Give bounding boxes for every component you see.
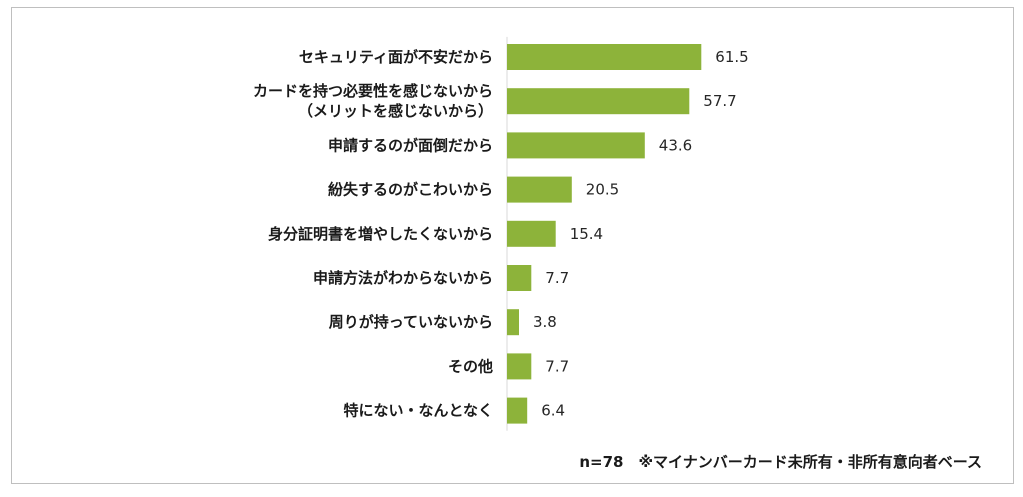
bar (507, 132, 645, 159)
bar (507, 88, 690, 115)
bar (507, 176, 572, 203)
bar (507, 44, 702, 70)
bar-value-label: 20.5 (586, 181, 619, 199)
bar-value-label: 3.8 (533, 313, 557, 331)
bar-value-label: 6.4 (541, 402, 565, 420)
bar (507, 397, 528, 424)
bar-value-label: 57.7 (703, 92, 736, 110)
category-label: 特にない・なんとなく (343, 402, 493, 420)
category-label: 周りが持っていないから (329, 313, 493, 331)
bar (507, 309, 519, 336)
chart-note: n=78 ※マイナンバーカード未所有・非所有意向者ベース (579, 453, 982, 471)
category-label: カードを持つ必要性を感じないから (253, 82, 493, 100)
category-label: 身分証明書を増やしたくないから (268, 225, 493, 243)
bar-value-label: 7.7 (545, 269, 569, 287)
bar (507, 265, 532, 291)
bar-value-label: 61.5 (715, 48, 748, 66)
bar (507, 220, 556, 247)
bar-value-label: 43.6 (659, 136, 692, 154)
category-label: 申請するのが面倒だから (328, 136, 493, 154)
category-label: その他 (448, 357, 493, 375)
bar-value-label: 7.7 (545, 357, 569, 375)
category-label: 申請方法がわからないから (313, 269, 493, 287)
bar (507, 353, 532, 380)
category-label: セキュリティ面が不安だから (299, 48, 493, 66)
category-label: 紛失するのがこわいから (328, 181, 493, 199)
category-label: （メリットを感じないから） (298, 102, 493, 120)
bar-value-label: 15.4 (570, 225, 603, 243)
